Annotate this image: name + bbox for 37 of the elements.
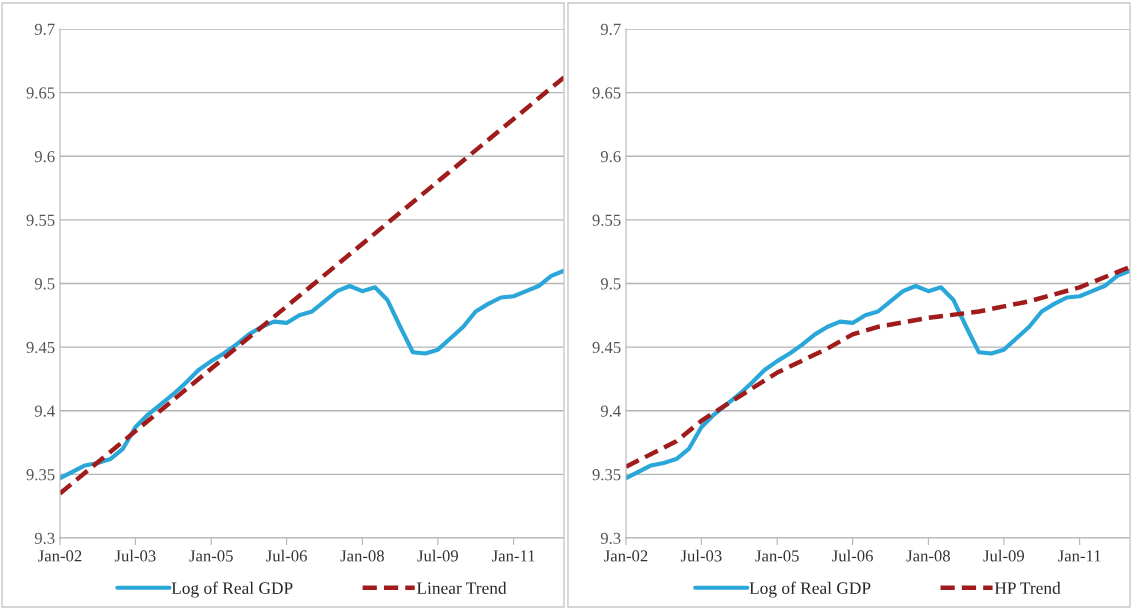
legend-label: Log of Real GDP — [171, 581, 293, 598]
line-series — [60, 268, 564, 481]
y-tick-label: 9.35 — [26, 469, 55, 481]
x-tick-label: Jan-11 — [492, 550, 535, 562]
x-tick-label: Jan-02 — [604, 550, 648, 562]
y-tick-label: 9.3 — [600, 532, 621, 545]
x-tick-label: Jan-05 — [755, 550, 799, 562]
y-tick-label: 9.7 — [600, 23, 621, 36]
y-tick-label: 9.4 — [600, 405, 621, 417]
y-tick-label: 9.35 — [592, 469, 621, 481]
y-tick-label: 9.4 — [34, 405, 55, 417]
y-tick-label: 9.5 — [600, 278, 621, 290]
x-tick-label: Jul-03 — [680, 549, 722, 562]
x-tick-label: Jul-09 — [983, 549, 1025, 562]
x-tick-label: Jul-06 — [832, 549, 873, 562]
y-tick-label: 9.65 — [592, 87, 621, 99]
x-tick-label: Jan-02 — [38, 550, 82, 562]
legend-label: Linear Trend — [416, 581, 507, 595]
x-tick-label: Jan-11 — [1058, 550, 1101, 562]
x-tick-label: Jul-09 — [417, 549, 459, 562]
y-tick-label: 9.55 — [26, 214, 55, 226]
y-tick-label: 9.6 — [34, 151, 55, 163]
legend-label: HP Trend — [994, 581, 1061, 595]
y-tick-label: 9.6 — [600, 151, 621, 163]
y-tick-label: 9.5 — [34, 278, 55, 290]
y-tick-label: 9.55 — [592, 214, 621, 226]
x-tick-label: Jan-08 — [340, 550, 384, 562]
x-tick-label: Jul-06 — [266, 549, 307, 562]
x-tick-label: Jan-05 — [189, 550, 233, 562]
y-tick-label: 9.7 — [34, 23, 55, 36]
y-tick-label: 9.3 — [34, 532, 55, 545]
y-tick-label: 9.65 — [26, 87, 55, 99]
y-tick-label: 9.45 — [592, 341, 621, 354]
y-tick-label: 9.45 — [26, 341, 55, 354]
x-tick-label: Jul-03 — [114, 549, 156, 562]
legend-label: Log of Real GDP — [749, 581, 871, 598]
x-tick-label: Jan-08 — [906, 550, 950, 562]
